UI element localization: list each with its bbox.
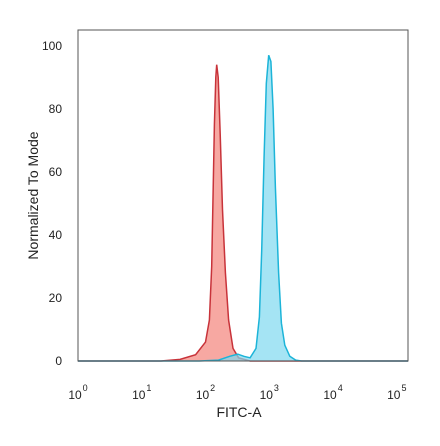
x-tick-base: 10: [68, 388, 82, 402]
series-layer: [78, 54, 408, 362]
x-tick-label: 100: [68, 383, 87, 402]
y-tick-label: 0: [55, 354, 62, 368]
x-tick-exponent: 0: [83, 383, 88, 393]
x-tick-label: 103: [260, 383, 279, 402]
x-tick-exponent: 4: [338, 383, 343, 393]
y-tick-label: 20: [49, 291, 63, 305]
x-tick-base: 10: [196, 388, 210, 402]
plot-frame: [77, 29, 409, 362]
x-tick-exponent: 5: [401, 383, 406, 393]
histogram-fill-2: [78, 55, 408, 361]
x-axis-ticks: 100 101 102 103 104 105: [68, 383, 406, 402]
x-tick-label: 104: [323, 383, 342, 402]
x-tick-label: 102: [196, 383, 215, 402]
x-tick-label: 105: [387, 383, 406, 402]
x-tick-base: 10: [387, 388, 401, 402]
x-tick-base: 10: [132, 388, 146, 402]
y-tick-label: 100: [42, 39, 62, 53]
histogram-fill-1: [78, 64, 408, 361]
x-tick-base: 10: [260, 388, 274, 402]
histogram-outline-1: [78, 64, 408, 362]
x-tick-base: 10: [323, 388, 337, 402]
x-tick-exponent: 1: [146, 383, 151, 393]
x-tick-label: 101: [132, 383, 151, 402]
y-tick-label: 60: [49, 165, 63, 179]
y-tick-label: 80: [49, 102, 63, 116]
x-tick-exponent: 3: [274, 383, 279, 393]
x-axis-title: FITC-A: [216, 404, 262, 420]
histogram-outline-2: [78, 54, 408, 362]
y-axis-title: Normalized To Mode: [25, 131, 41, 259]
y-tick-label: 40: [49, 228, 63, 242]
y-axis-ticks: 0 20 40 60 80 100: [42, 39, 62, 368]
x-tick-exponent: 2: [210, 383, 215, 393]
